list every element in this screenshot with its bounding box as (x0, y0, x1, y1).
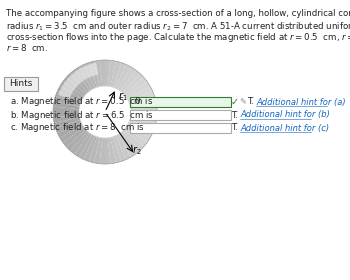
Wedge shape (53, 101, 79, 109)
Wedge shape (110, 137, 121, 163)
Wedge shape (127, 123, 153, 138)
Wedge shape (124, 127, 147, 147)
Wedge shape (66, 73, 88, 95)
Wedge shape (66, 129, 88, 151)
Wedge shape (108, 137, 116, 164)
Wedge shape (57, 123, 83, 138)
Text: a. Magnetic field at $r = 0.5$  cm is: a. Magnetic field at $r = 0.5$ cm is (10, 95, 153, 109)
Wedge shape (79, 64, 95, 90)
Wedge shape (118, 67, 135, 91)
Wedge shape (53, 107, 79, 112)
Wedge shape (105, 60, 111, 86)
Wedge shape (131, 112, 157, 117)
Text: b. Magnetic field at $r = 6.5$  cm is: b. Magnetic field at $r = 6.5$ cm is (10, 109, 154, 122)
FancyBboxPatch shape (130, 123, 231, 133)
Wedge shape (89, 137, 100, 163)
FancyBboxPatch shape (4, 77, 38, 91)
Wedge shape (131, 101, 157, 109)
Text: Additional hint for (a): Additional hint for (a) (256, 97, 346, 106)
Wedge shape (130, 117, 156, 128)
FancyBboxPatch shape (130, 97, 231, 107)
Wedge shape (70, 70, 90, 93)
Wedge shape (131, 107, 157, 112)
Wedge shape (70, 131, 90, 154)
Wedge shape (58, 63, 98, 99)
Text: Additional hint for (c): Additional hint for (c) (240, 123, 329, 132)
Wedge shape (108, 60, 116, 87)
Wedge shape (110, 61, 121, 87)
Wedge shape (75, 67, 92, 91)
Wedge shape (113, 62, 126, 88)
Wedge shape (54, 96, 80, 107)
Wedge shape (60, 125, 84, 143)
FancyBboxPatch shape (130, 110, 231, 120)
Wedge shape (130, 96, 156, 107)
Wedge shape (56, 91, 81, 104)
Wedge shape (89, 61, 100, 87)
Wedge shape (53, 112, 79, 117)
Wedge shape (54, 117, 80, 128)
Text: $r_1$: $r_1$ (118, 90, 128, 103)
Wedge shape (120, 70, 140, 93)
Wedge shape (126, 81, 150, 99)
Wedge shape (79, 134, 95, 160)
Wedge shape (99, 138, 105, 164)
Wedge shape (122, 73, 144, 95)
Wedge shape (57, 86, 83, 101)
Wedge shape (84, 62, 97, 88)
Wedge shape (84, 136, 97, 162)
Wedge shape (113, 136, 126, 162)
Wedge shape (94, 137, 102, 164)
Wedge shape (116, 134, 131, 160)
Wedge shape (131, 115, 157, 123)
Wedge shape (116, 64, 131, 90)
Wedge shape (60, 81, 84, 99)
Text: $r = 8$  cm.: $r = 8$ cm. (6, 42, 48, 53)
Text: 0: 0 (134, 97, 140, 106)
Wedge shape (126, 125, 150, 143)
Wedge shape (53, 115, 79, 123)
Text: T.: T. (248, 97, 255, 106)
Wedge shape (129, 120, 154, 133)
Text: T.: T. (232, 123, 239, 132)
Text: ✎: ✎ (239, 97, 246, 106)
Text: c. Magnetic field at $r = 8$  cm is: c. Magnetic field at $r = 8$ cm is (10, 122, 145, 134)
Wedge shape (120, 131, 140, 154)
Text: The accompanying figure shows a cross-section of a long, hollow, cylindrical con: The accompanying figure shows a cross-se… (6, 9, 350, 18)
Wedge shape (99, 60, 105, 86)
Wedge shape (75, 133, 92, 157)
Text: radius $r_1 = 3.5$  cm and outer radius $r_2 = 7$  cm. A 51-A current distribute: radius $r_1 = 3.5$ cm and outer radius $… (6, 20, 350, 33)
Text: Hints: Hints (9, 79, 33, 88)
Wedge shape (124, 77, 147, 97)
Wedge shape (94, 60, 102, 87)
Text: T.: T. (232, 111, 239, 120)
Wedge shape (127, 86, 153, 101)
Wedge shape (118, 133, 135, 157)
Text: cross-section flows into the page. Calculate the magnetic field at $r = 0.5$  cm: cross-section flows into the page. Calcu… (6, 31, 350, 44)
Wedge shape (63, 127, 86, 147)
Circle shape (79, 86, 131, 138)
Text: $r_2$: $r_2$ (132, 144, 141, 157)
Text: ✓: ✓ (231, 97, 239, 107)
Wedge shape (129, 91, 154, 104)
Wedge shape (105, 138, 111, 164)
Wedge shape (56, 120, 81, 133)
Wedge shape (63, 77, 86, 97)
Text: Additional hint for (b): Additional hint for (b) (240, 111, 330, 120)
Wedge shape (122, 129, 144, 151)
